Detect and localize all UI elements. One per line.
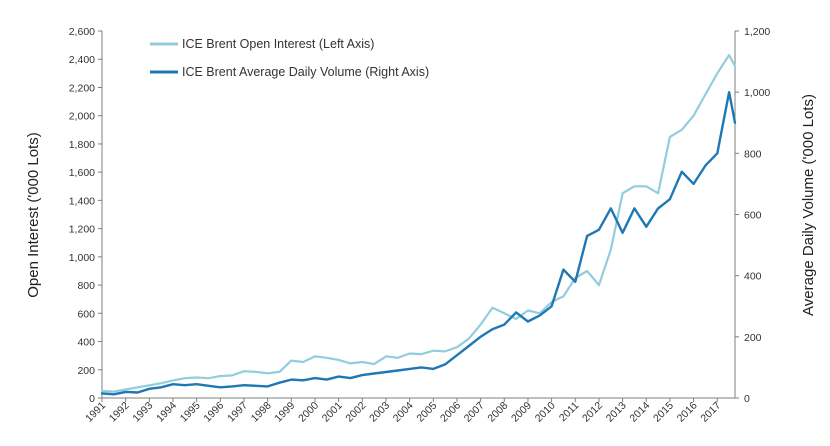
x-tick-label: 2008 <box>485 400 510 425</box>
x-tick-label: 2001 <box>320 400 345 425</box>
left-tick-label: 600 <box>77 308 95 320</box>
left-tick-label: 1,400 <box>69 195 95 207</box>
x-tick-label: 1994 <box>154 400 179 425</box>
left-tick-label: 2,400 <box>69 54 95 66</box>
legend: ICE Brent Open Interest (Left Axis) ICE … <box>150 37 429 79</box>
right-tick-label: 800 <box>744 148 762 160</box>
left-tick-label: 1,600 <box>69 167 95 179</box>
axes <box>101 31 736 399</box>
left-tick-label: 1,800 <box>69 139 95 151</box>
x-tick-label: 2007 <box>462 400 487 425</box>
x-tick-label: 2006 <box>438 400 463 425</box>
legend-label-volume: ICE Brent Average Daily Volume (Right Ax… <box>182 65 429 79</box>
x-tick-label: 1993 <box>130 400 155 425</box>
x-tick-label: 2002 <box>343 400 368 425</box>
series-lines <box>100 53 737 396</box>
x-tick-label: 2013 <box>604 400 629 425</box>
x-tick-label: 2015 <box>651 400 676 425</box>
right-tick-label: 600 <box>744 210 762 222</box>
left-tick-label: 1,200 <box>69 224 95 236</box>
x-tick-label: 1997 <box>225 400 250 425</box>
right-tick-label: 200 <box>744 332 762 344</box>
x-axis-ticks: 1991199219931994199519961997199819992000… <box>83 398 723 425</box>
left-axis-title: Open Interest ('000 Lots) <box>25 132 42 297</box>
right-tick-label: 1,200 <box>744 26 770 38</box>
x-tick-label: 2017 <box>698 400 723 425</box>
x-tick-label: 2005 <box>414 400 439 425</box>
series-line-average-daily-volume <box>100 90 737 396</box>
left-tick-label: 400 <box>77 337 95 349</box>
left-tick-label: 2,600 <box>69 26 95 38</box>
left-tick-label: 2,200 <box>69 82 95 94</box>
right-axis-title: Average Daily Volume ('000 Lots) <box>800 94 817 316</box>
left-tick-label: 0 <box>89 393 95 405</box>
x-tick-label: 1991 <box>83 400 108 425</box>
x-tick-label: 1995 <box>178 400 203 425</box>
x-tick-label: 1999 <box>272 400 297 425</box>
right-tick-label: 400 <box>744 271 762 283</box>
right-tick-label: 1,000 <box>744 87 770 99</box>
x-tick-label: 2004 <box>391 400 416 425</box>
x-tick-label: 1992 <box>107 400 132 425</box>
right-axis-ticks: 0 200 400 600 800 1,000 1,200 <box>735 26 770 405</box>
left-tick-label: 200 <box>77 365 95 377</box>
legend-label-open-interest: ICE Brent Open Interest (Left Axis) <box>182 37 374 51</box>
x-tick-label: 2016 <box>675 400 700 425</box>
x-tick-label: 2010 <box>533 400 558 425</box>
left-tick-label: 800 <box>77 280 95 292</box>
x-tick-label: 1996 <box>201 400 226 425</box>
x-tick-label: 2011 <box>557 400 582 425</box>
left-axis-ticks: 0 200 400 600 800 1,000 1,200 1,400 1,600 1,800 2,… <box>69 26 102 405</box>
left-tick-label: 2,000 <box>69 111 95 123</box>
series-line-open-interest <box>100 53 737 393</box>
x-tick-label: 2003 <box>367 400 392 425</box>
x-tick-label: 2000 <box>296 400 321 425</box>
left-tick-label: 1,000 <box>69 252 95 264</box>
x-tick-label: 2012 <box>580 400 605 425</box>
x-tick-label: 1998 <box>249 400 274 425</box>
x-tick-label: 2009 <box>509 400 534 425</box>
x-tick-label: 2014 <box>627 400 652 425</box>
right-tick-label: 0 <box>744 393 750 405</box>
